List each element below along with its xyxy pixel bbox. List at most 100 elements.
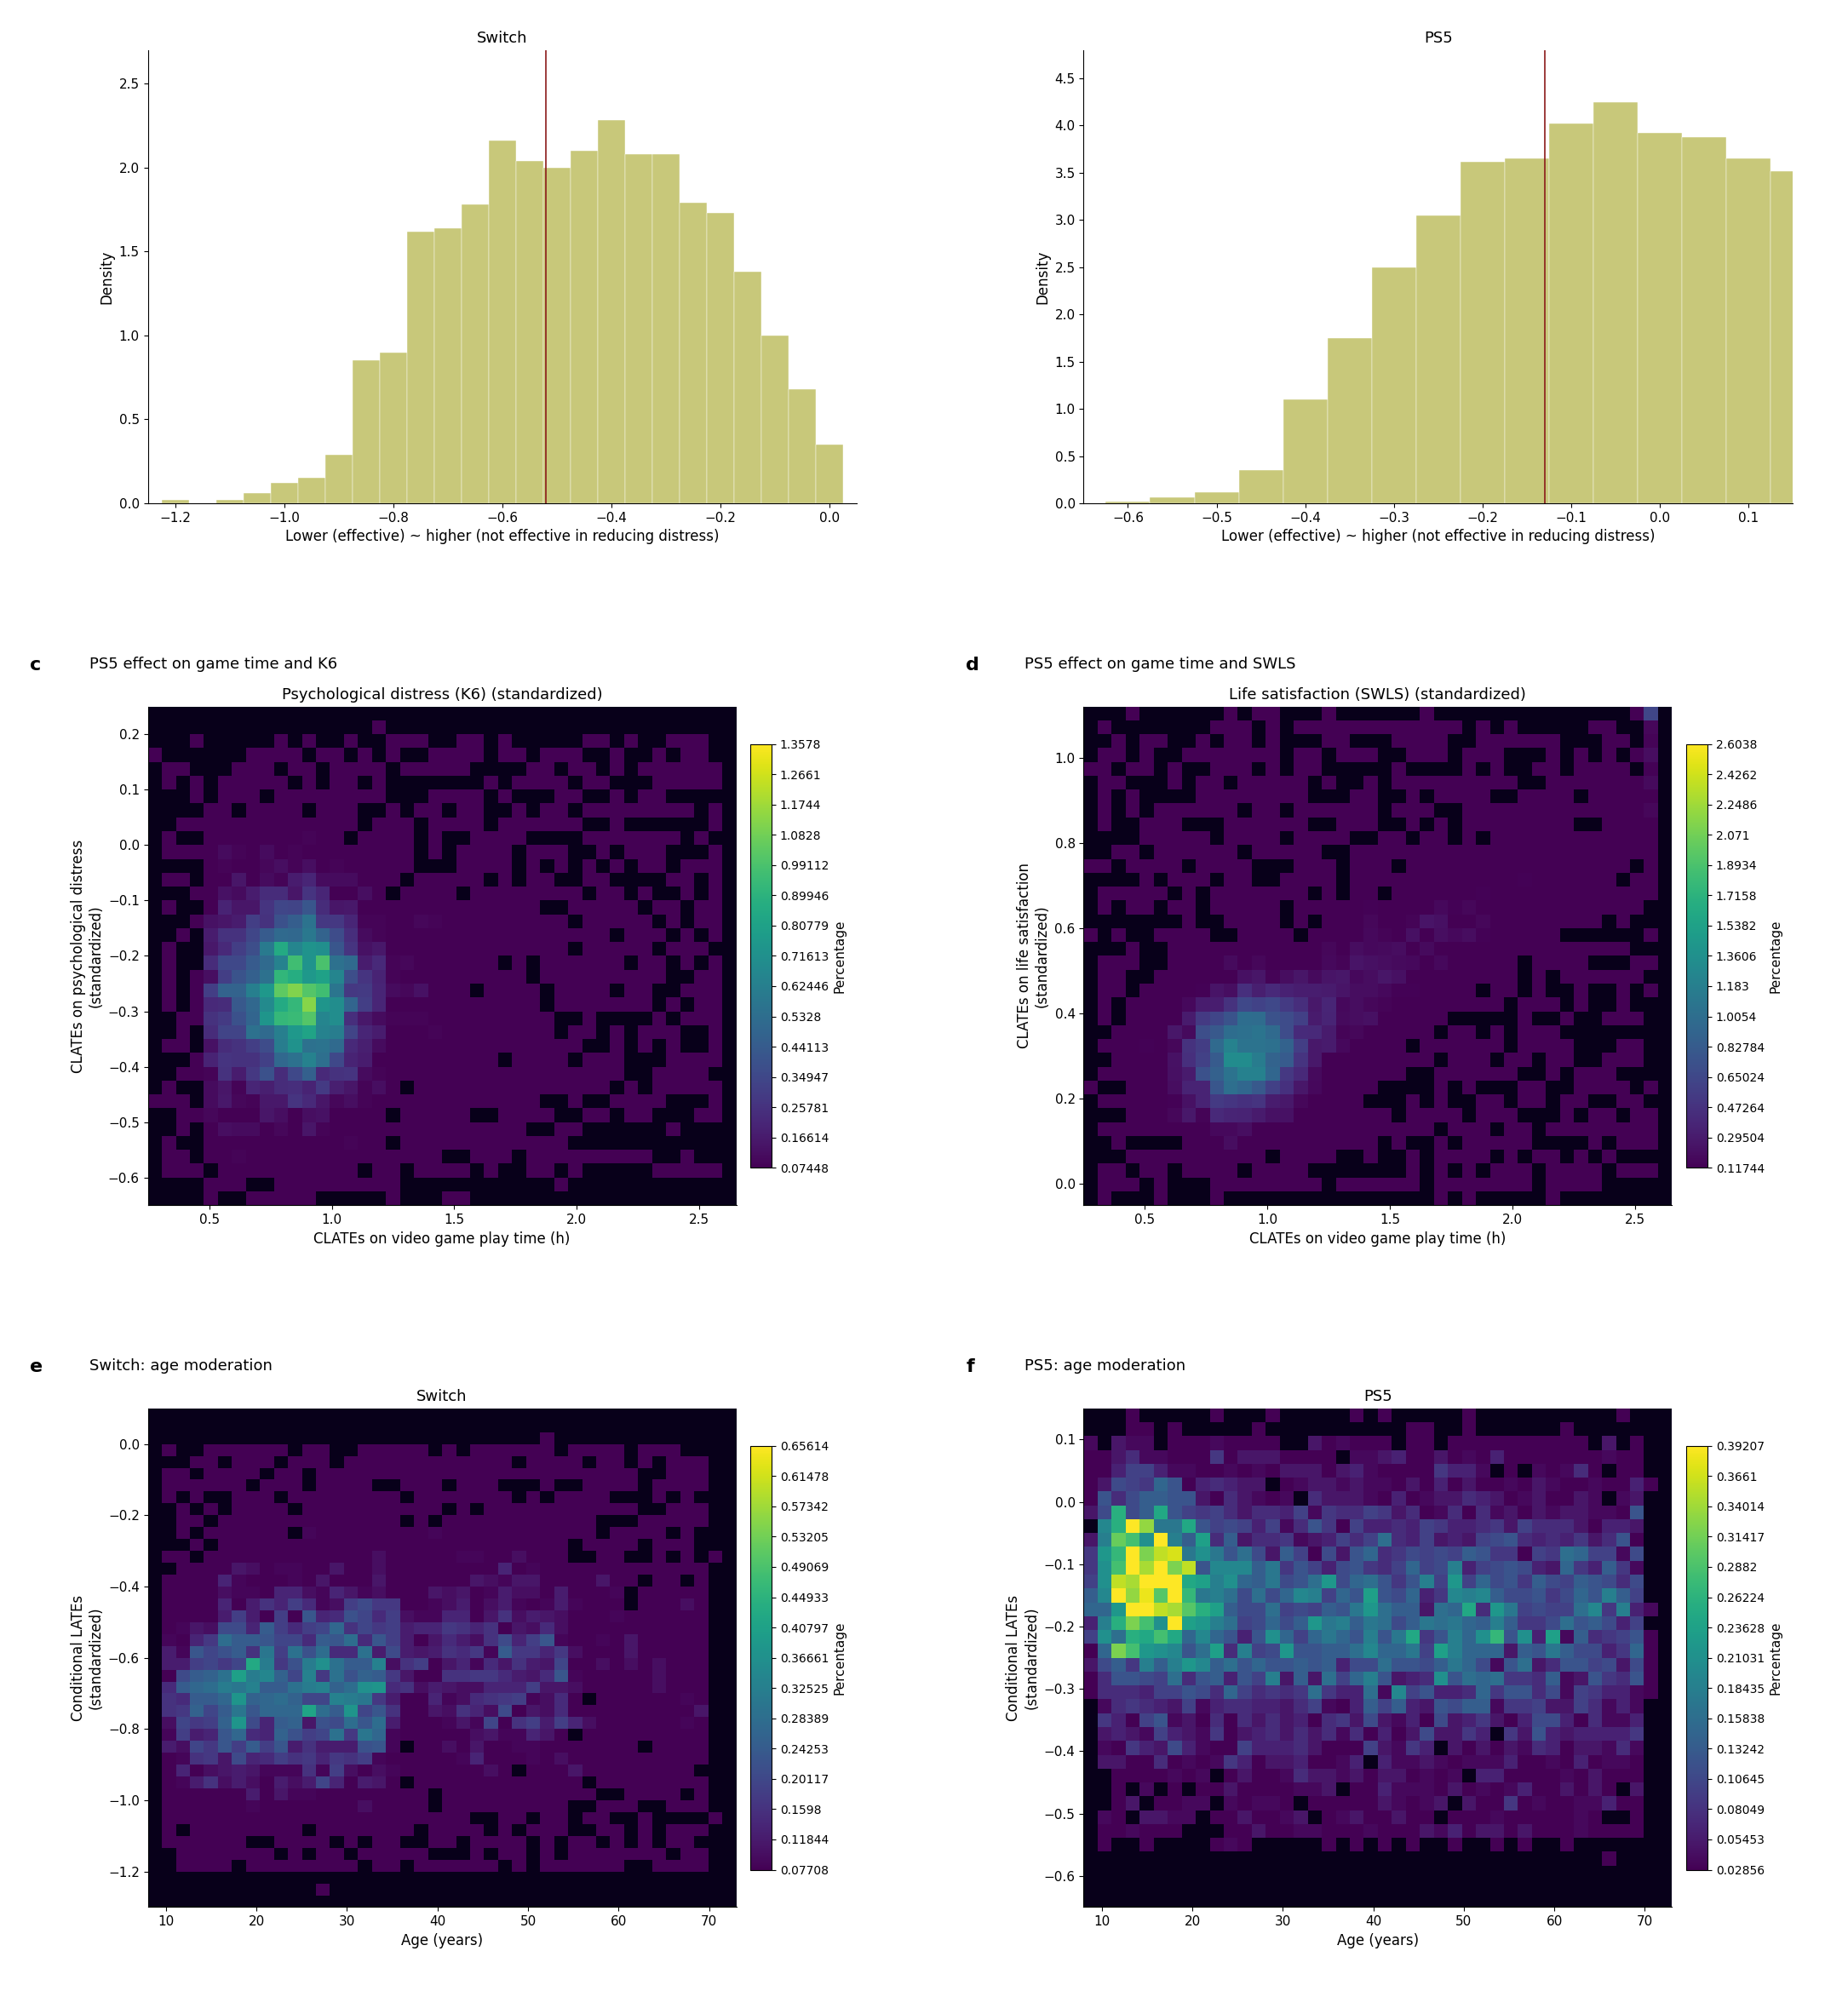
Bar [1547, 929, 1560, 943]
Bar [665, 1717, 680, 1729]
Bar [680, 763, 695, 775]
Bar [261, 1669, 274, 1681]
Bar [399, 1038, 414, 1052]
Bar [371, 1705, 386, 1717]
Bar [1549, 124, 1593, 503]
Bar [1532, 1685, 1547, 1699]
Bar [1434, 901, 1447, 915]
Bar [1168, 1052, 1181, 1066]
Bar [1168, 1823, 1181, 1837]
Bar [274, 831, 288, 845]
Bar [1321, 915, 1336, 929]
Bar [1560, 1562, 1574, 1574]
Bar [399, 929, 414, 943]
Bar [652, 775, 665, 789]
Bar [1645, 1108, 1658, 1122]
Bar [1477, 845, 1489, 859]
Bar [1153, 929, 1168, 943]
Bar [1364, 789, 1379, 803]
Bar [1181, 1450, 1196, 1464]
Bar [163, 1574, 176, 1586]
Bar [1223, 887, 1238, 901]
Bar [567, 1528, 582, 1540]
Bar [1517, 1755, 1532, 1769]
Bar [399, 1024, 414, 1038]
Bar [344, 1859, 359, 1871]
Bar [1223, 1450, 1238, 1464]
Bar [695, 1741, 708, 1753]
Bar [527, 1753, 540, 1765]
Bar [218, 1564, 231, 1574]
Bar [1477, 1436, 1489, 1450]
Bar [190, 845, 203, 859]
Bar [1532, 1478, 1547, 1492]
Bar [1532, 1671, 1547, 1685]
Bar [638, 971, 652, 985]
Bar [301, 1540, 316, 1552]
Bar [1462, 1024, 1477, 1038]
Bar [414, 1622, 429, 1634]
Bar [190, 1108, 203, 1122]
Bar [1379, 1450, 1392, 1464]
Bar [246, 1456, 261, 1468]
Bar [231, 1811, 246, 1823]
Bar [516, 162, 543, 503]
Bar [1615, 1741, 1630, 1755]
Bar [246, 1622, 261, 1634]
Bar [399, 1811, 414, 1823]
Bar [625, 1150, 638, 1164]
Bar [301, 1574, 316, 1586]
Bar [1336, 1574, 1349, 1588]
Bar [695, 831, 708, 845]
Bar [316, 943, 331, 957]
Bar [582, 1705, 597, 1717]
Bar [414, 1811, 429, 1823]
X-axis label: CLATEs on video game play time (h): CLATEs on video game play time (h) [314, 1230, 571, 1246]
Bar [1489, 1588, 1504, 1602]
Bar [1181, 1478, 1196, 1492]
Bar [1112, 1630, 1125, 1644]
Bar [1419, 1520, 1434, 1534]
Bar [246, 1811, 261, 1823]
Bar [331, 1038, 344, 1052]
Bar [301, 1859, 316, 1871]
Bar [1112, 1602, 1125, 1616]
Bar [1392, 1574, 1406, 1588]
Bar [1547, 1658, 1560, 1671]
Bar [414, 803, 429, 817]
Bar [1112, 985, 1125, 997]
Bar [246, 1094, 261, 1108]
Bar [499, 1741, 512, 1753]
Bar [399, 1564, 414, 1574]
Bar [1153, 1066, 1168, 1080]
Bar [218, 901, 231, 915]
Bar [1602, 1823, 1615, 1837]
Bar [1630, 1010, 1645, 1024]
Bar [652, 1753, 665, 1765]
Bar [567, 1504, 582, 1516]
Bar [1419, 1422, 1434, 1436]
Bar [1547, 873, 1560, 887]
Bar [231, 1516, 246, 1528]
Bar [331, 1540, 344, 1552]
Bar [1392, 943, 1406, 957]
Bar [1462, 859, 1477, 873]
Bar [442, 1741, 456, 1753]
Bar [540, 1693, 554, 1705]
Bar [540, 1480, 554, 1492]
Bar [1251, 1108, 1266, 1122]
Bar [176, 1729, 190, 1741]
Bar [1630, 1492, 1645, 1506]
Bar [1406, 1122, 1419, 1136]
Bar [386, 1122, 399, 1136]
Bar [1574, 1534, 1587, 1548]
Bar [484, 1164, 499, 1178]
Bar [1532, 1038, 1547, 1052]
Bar [1294, 721, 1308, 735]
Bar [1434, 1450, 1447, 1464]
Bar [1294, 997, 1308, 1010]
Bar [1321, 1685, 1336, 1699]
Bar [1630, 1122, 1645, 1136]
Bar [512, 1052, 527, 1066]
Bar [344, 1456, 359, 1468]
